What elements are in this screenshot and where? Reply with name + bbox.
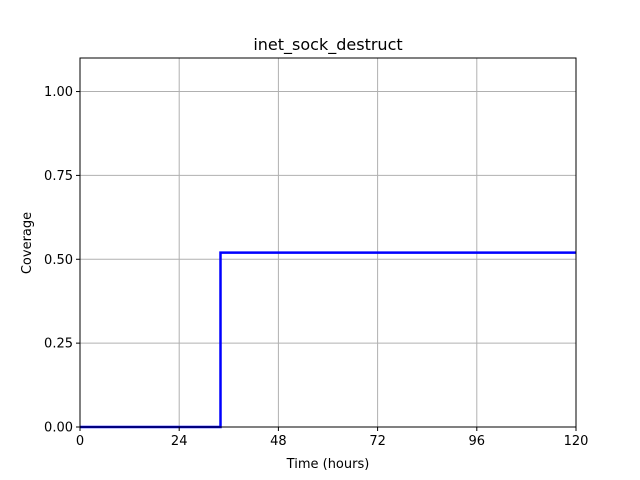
x-tick-label: 96 [469,434,486,449]
x-tick-label: 48 [270,434,287,449]
y-tick-label: 0.75 [44,169,73,184]
x-tick-label: 24 [171,434,188,449]
x-tick-label: 120 [564,434,589,449]
ticks: 0 24 48 72 96 120 0.00 0.25 0.50 0.75 1.00 [44,85,588,449]
chart-title: inet_sock_destruct [253,35,402,55]
y-tick-label: 0.00 [44,421,73,436]
y-tick-label: 1.00 [44,85,73,100]
y-tick-label: 0.25 [44,337,73,352]
y-tick-label: 0.50 [44,253,73,268]
x-tick-label: 0 [76,434,84,449]
x-tick-label: 72 [369,434,386,449]
x-axis-label: Time (hours) [286,457,370,472]
plot-frame [79,57,577,428]
y-axis-label: Coverage [20,212,35,274]
